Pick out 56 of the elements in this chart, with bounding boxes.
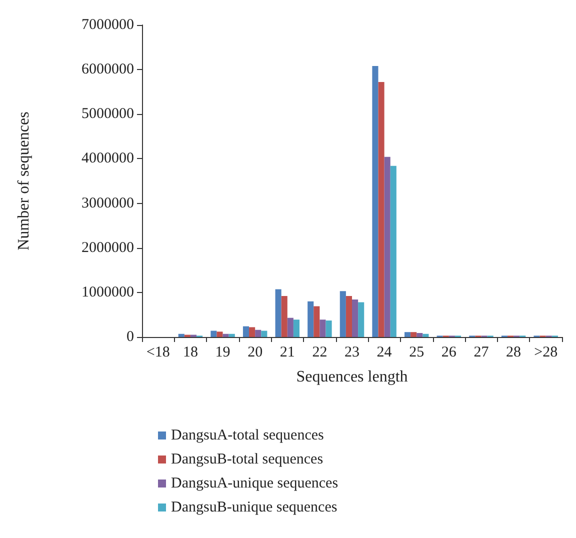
bar xyxy=(346,296,352,337)
bar xyxy=(410,332,417,337)
bar xyxy=(281,296,288,337)
bar xyxy=(216,332,223,337)
x-tick-label: 24 xyxy=(376,344,392,360)
bar xyxy=(255,330,262,337)
bar xyxy=(326,320,332,337)
bar xyxy=(416,332,423,337)
bar xyxy=(261,330,268,337)
bar xyxy=(404,332,411,337)
x-tick-label: 23 xyxy=(344,344,360,360)
bar xyxy=(275,289,282,337)
x-axis-title: Sequences length xyxy=(296,368,408,386)
y-tick-label: 5000000 xyxy=(82,106,134,122)
x-tick-label: 27 xyxy=(474,344,490,360)
bar xyxy=(352,300,358,337)
bar xyxy=(242,326,250,337)
bar xyxy=(372,66,378,337)
y-tick-label: 0 xyxy=(126,329,134,345)
y-tick-label: 7000000 xyxy=(82,17,134,33)
x-tick-label: 21 xyxy=(280,344,295,360)
bar xyxy=(422,334,429,337)
x-tick-label: 25 xyxy=(409,344,424,360)
bar xyxy=(308,301,314,337)
legend-label: DangsuB-unique sequences xyxy=(171,500,338,516)
y-tick-label: 4000000 xyxy=(82,150,134,167)
bar xyxy=(320,320,326,337)
x-tick-label: 26 xyxy=(441,344,457,360)
y-tick-label: 2000000 xyxy=(82,240,134,256)
y-tick-label: 6000000 xyxy=(82,62,134,78)
bar xyxy=(228,334,235,337)
x-tick-label: 19 xyxy=(215,344,230,360)
legend-label: DangsuB-total sequences xyxy=(171,452,324,468)
bar xyxy=(340,291,346,337)
bar xyxy=(314,306,320,337)
bar xyxy=(222,334,229,337)
bar xyxy=(390,166,396,337)
x-tick-label: >28 xyxy=(534,344,558,360)
x-tick-label: 18 xyxy=(182,344,198,360)
bar xyxy=(249,327,256,337)
x-tick-label: 28 xyxy=(506,344,522,360)
bar xyxy=(178,334,184,337)
y-tick-label: 1000000 xyxy=(82,284,134,300)
legend-label: DangsuA-total sequences xyxy=(171,428,324,444)
bar xyxy=(384,156,390,337)
bar xyxy=(378,82,384,337)
y-axis-title: Number of sequences xyxy=(16,112,32,250)
bar xyxy=(358,302,364,337)
x-tick-label: <18 xyxy=(146,344,170,360)
y-tick-label: 3000000 xyxy=(82,195,134,212)
bar xyxy=(210,330,217,337)
bar xyxy=(293,320,300,337)
x-tick-label: 22 xyxy=(312,344,328,360)
x-tick-label: 20 xyxy=(248,344,263,360)
legend-label: DangsuA-unique sequences xyxy=(171,476,338,492)
bar xyxy=(287,318,294,337)
